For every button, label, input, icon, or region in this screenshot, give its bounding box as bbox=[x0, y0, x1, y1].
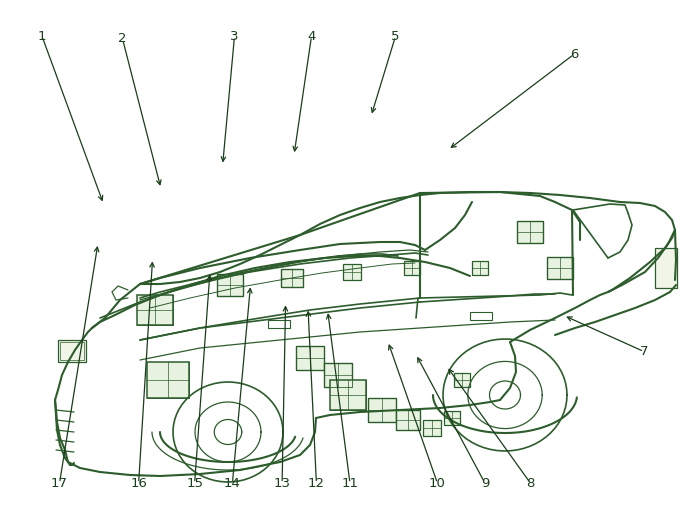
Bar bbox=[268, 320, 290, 328]
Bar bbox=[470, 312, 492, 320]
Bar bbox=[444, 411, 460, 425]
Bar bbox=[137, 295, 173, 325]
Bar bbox=[368, 398, 396, 422]
Text: 5: 5 bbox=[391, 29, 400, 43]
Bar bbox=[404, 261, 420, 275]
Text: 2: 2 bbox=[118, 32, 127, 45]
Text: 14: 14 bbox=[224, 477, 241, 490]
Text: 9: 9 bbox=[481, 477, 489, 490]
Bar bbox=[147, 362, 189, 398]
Bar bbox=[547, 257, 573, 279]
Bar bbox=[217, 274, 243, 296]
Bar bbox=[423, 420, 441, 436]
Bar bbox=[296, 346, 324, 370]
Text: 10: 10 bbox=[429, 477, 446, 490]
Bar bbox=[454, 373, 470, 387]
Text: 3: 3 bbox=[230, 29, 239, 43]
Text: 6: 6 bbox=[570, 48, 578, 61]
Text: 16: 16 bbox=[130, 477, 147, 490]
Text: 4: 4 bbox=[307, 29, 316, 43]
Bar bbox=[396, 410, 420, 430]
Text: 11: 11 bbox=[342, 477, 358, 490]
Bar bbox=[517, 221, 543, 243]
Text: 1: 1 bbox=[38, 29, 46, 43]
Text: 13: 13 bbox=[274, 477, 290, 490]
Bar bbox=[281, 269, 303, 287]
Bar bbox=[343, 264, 361, 280]
Text: 7: 7 bbox=[640, 345, 648, 358]
Bar bbox=[324, 363, 352, 387]
Text: 17: 17 bbox=[51, 477, 68, 490]
Text: 12: 12 bbox=[308, 477, 325, 490]
Text: 15: 15 bbox=[186, 477, 203, 490]
Bar bbox=[330, 380, 366, 410]
Text: 8: 8 bbox=[526, 477, 535, 490]
Bar bbox=[58, 340, 86, 362]
Bar bbox=[655, 248, 677, 288]
Bar bbox=[60, 342, 84, 360]
Bar bbox=[472, 261, 488, 275]
